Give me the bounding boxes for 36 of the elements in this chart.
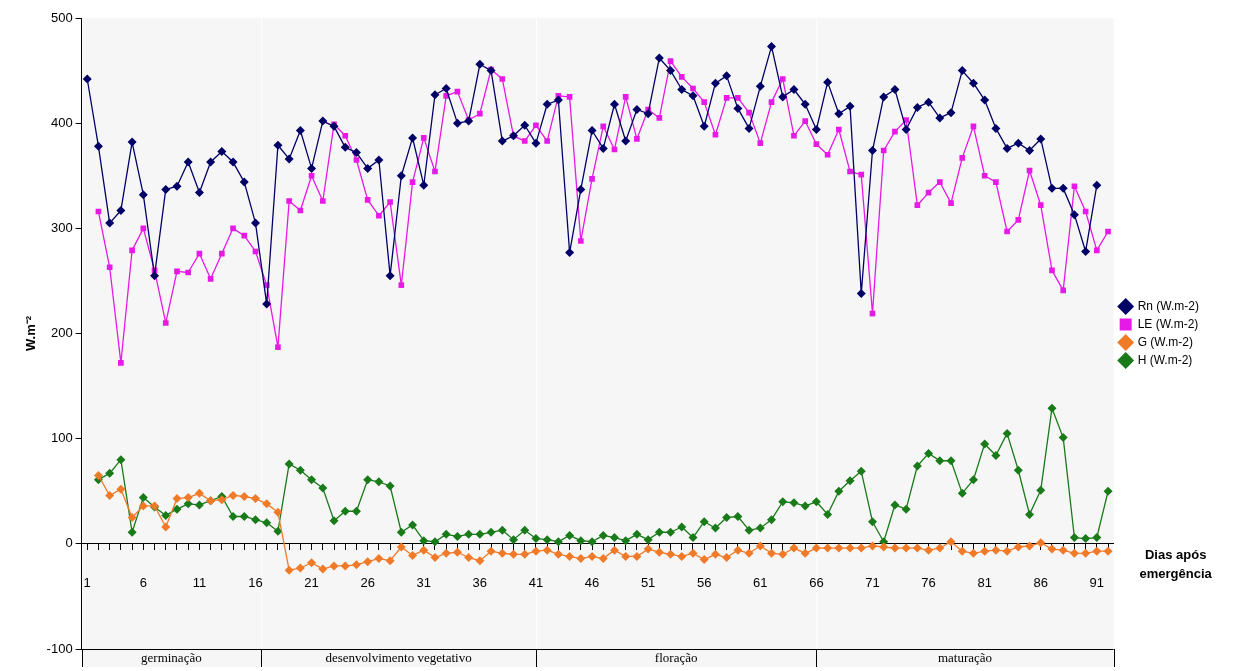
x-tick-label: 76 <box>921 575 936 591</box>
band-label: germinação <box>141 649 202 665</box>
x-tick-label: 1 <box>83 575 91 591</box>
x-tick-label: 26 <box>360 575 375 591</box>
x-tick-label: 46 <box>584 575 600 591</box>
x-tick-label: 66 <box>809 575 824 591</box>
y-tick-label: -100 <box>46 640 73 656</box>
band-label: desenvolvimento vegetativo <box>325 649 472 665</box>
x-tick-label: 6 <box>139 575 147 591</box>
y-tick-label: 200 <box>50 325 73 341</box>
band-label: floração <box>654 649 698 665</box>
x-tick-label: 81 <box>977 575 992 591</box>
legend-label: G (W.m-2) <box>1137 334 1193 349</box>
y-tick-label: 0 <box>65 535 73 551</box>
x-tick-label: 56 <box>696 575 712 591</box>
legend-label: LE (W.m-2) <box>1137 316 1199 331</box>
x-axis-title: Dias após emergência <box>1139 547 1213 582</box>
x-tick-label: 21 <box>304 575 319 591</box>
x-tick-label: 51 <box>640 575 656 591</box>
legend-label: Rn (W.m-2) <box>1137 298 1200 313</box>
y-tick-label: 100 <box>50 430 73 446</box>
y-tick-label: 400 <box>50 114 73 130</box>
x-tick-label: 71 <box>865 575 880 591</box>
x-tick-label: 16 <box>248 575 263 591</box>
band-label: maturação <box>937 649 993 665</box>
y-axis-title: W.m⁻² <box>23 315 39 352</box>
x-tick-label: 31 <box>416 575 431 591</box>
x-tick-label: 91 <box>1089 575 1105 591</box>
y-tick-label: 500 <box>50 9 73 25</box>
x-tick-label: 41 <box>528 575 544 591</box>
x-tick-label: 36 <box>472 575 488 591</box>
x-tick-label: 11 <box>192 575 207 591</box>
y-tick-label: 300 <box>50 219 73 235</box>
x-tick-label: 61 <box>753 575 768 591</box>
x-tick-label: 86 <box>1033 575 1048 591</box>
legend-label: H (W.m-2) <box>1137 352 1193 367</box>
